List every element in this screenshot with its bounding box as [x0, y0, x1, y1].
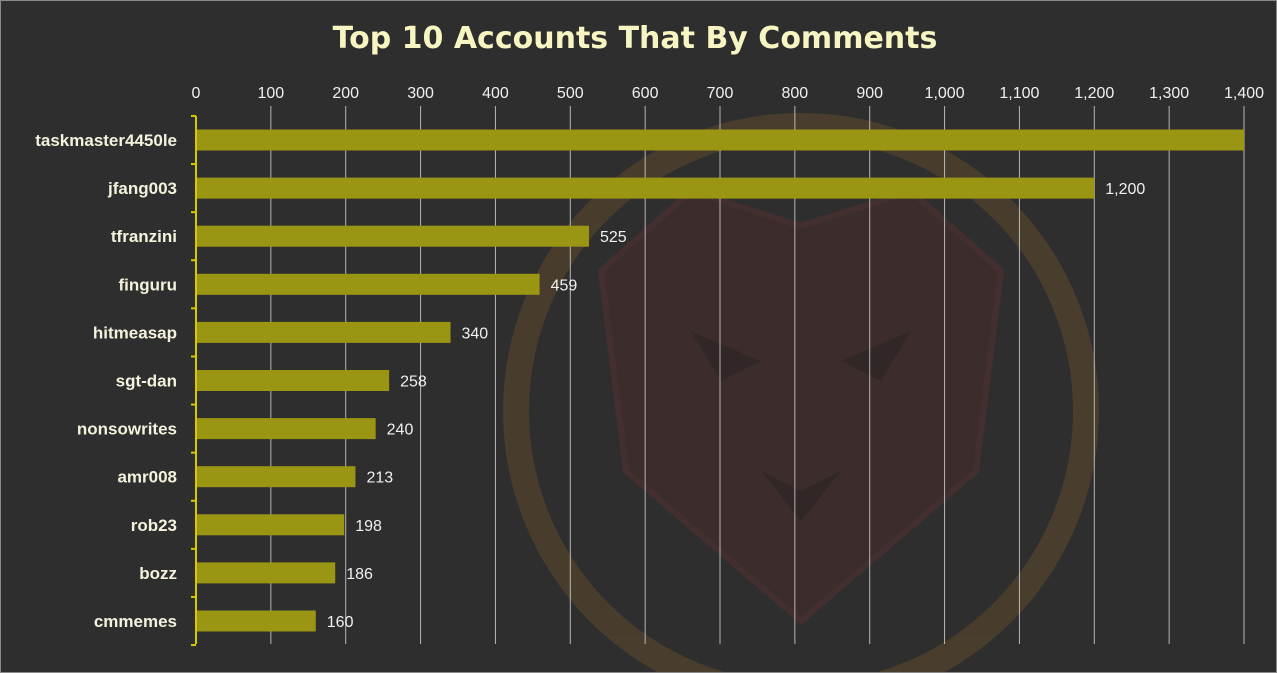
- category-label: taskmaster4450le: [35, 131, 177, 150]
- bar-sgt-dan: [196, 370, 390, 391]
- data-label: 525: [600, 229, 627, 246]
- bar-rob23: [196, 514, 345, 536]
- x-tick-label: 400: [482, 85, 509, 102]
- bar-finguru: [196, 273, 540, 295]
- bar-nonsowrites: [196, 418, 376, 440]
- x-tick-label: 1,200: [1074, 85, 1114, 102]
- category-label: finguru: [118, 275, 177, 294]
- bar-bozz: [196, 562, 336, 584]
- chart-title: Top 10 Accounts That By Comments: [333, 21, 938, 56]
- x-tick-label: 200: [332, 85, 359, 102]
- category-label: tfranzini: [111, 227, 177, 246]
- data-label: 213: [366, 470, 393, 487]
- bar-taskmaster4450le: [196, 129, 1244, 151]
- data-label: 258: [400, 374, 427, 391]
- x-tick-label: 300: [407, 85, 434, 102]
- x-tick-label: 900: [856, 85, 883, 102]
- data-label: 1,200: [1105, 181, 1145, 198]
- category-label: sgt-dan: [116, 372, 177, 391]
- x-tick-label: 600: [632, 85, 659, 102]
- category-label: amr008: [117, 468, 177, 487]
- data-label: 198: [355, 518, 382, 535]
- data-label: 240: [387, 422, 414, 439]
- category-label: bozz: [139, 564, 177, 583]
- x-tick-label: 1,300: [1149, 85, 1189, 102]
- y-axis: [191, 114, 197, 647]
- x-tick-label: 1,100: [999, 85, 1039, 102]
- data-labels: 1,200 525 459 340 258 240 213 198 186 160: [327, 181, 1146, 631]
- category-label: cmmemes: [94, 612, 177, 631]
- bar-jfang003: [196, 177, 1095, 199]
- category-label: nonsowrites: [77, 420, 177, 439]
- data-label: 459: [551, 277, 578, 294]
- bar-cmmemes: [196, 610, 316, 632]
- x-tick-label: 0: [192, 85, 201, 102]
- x-tick-label: 1,400: [1224, 85, 1264, 102]
- category-label: rob23: [131, 516, 177, 535]
- x-tick-label: 800: [782, 85, 809, 102]
- bar-tfranzini: [196, 225, 589, 247]
- data-label: 186: [346, 566, 373, 583]
- x-tick-label: 1,000: [925, 85, 965, 102]
- data-label: 340: [462, 325, 489, 342]
- category-labels: taskmaster4450le jfang003 tfranzini finguru…: [35, 131, 177, 631]
- bar-hitmeasap: [196, 321, 451, 343]
- x-tick-label: 100: [258, 85, 285, 102]
- lion-shield-watermark-icon: [503, 113, 1099, 672]
- category-label: jfang003: [107, 179, 177, 198]
- x-tick-label: 500: [557, 85, 584, 102]
- category-label: hitmeasap: [93, 323, 177, 342]
- data-label: 160: [327, 614, 354, 631]
- bars: [196, 129, 1244, 632]
- x-tick-label: 700: [707, 85, 734, 102]
- x-axis-ticks: 0 100 200 300 400 500 600 700 800 900 1,000 1,100 1,…: [192, 85, 1265, 102]
- bar-amr008: [196, 466, 356, 488]
